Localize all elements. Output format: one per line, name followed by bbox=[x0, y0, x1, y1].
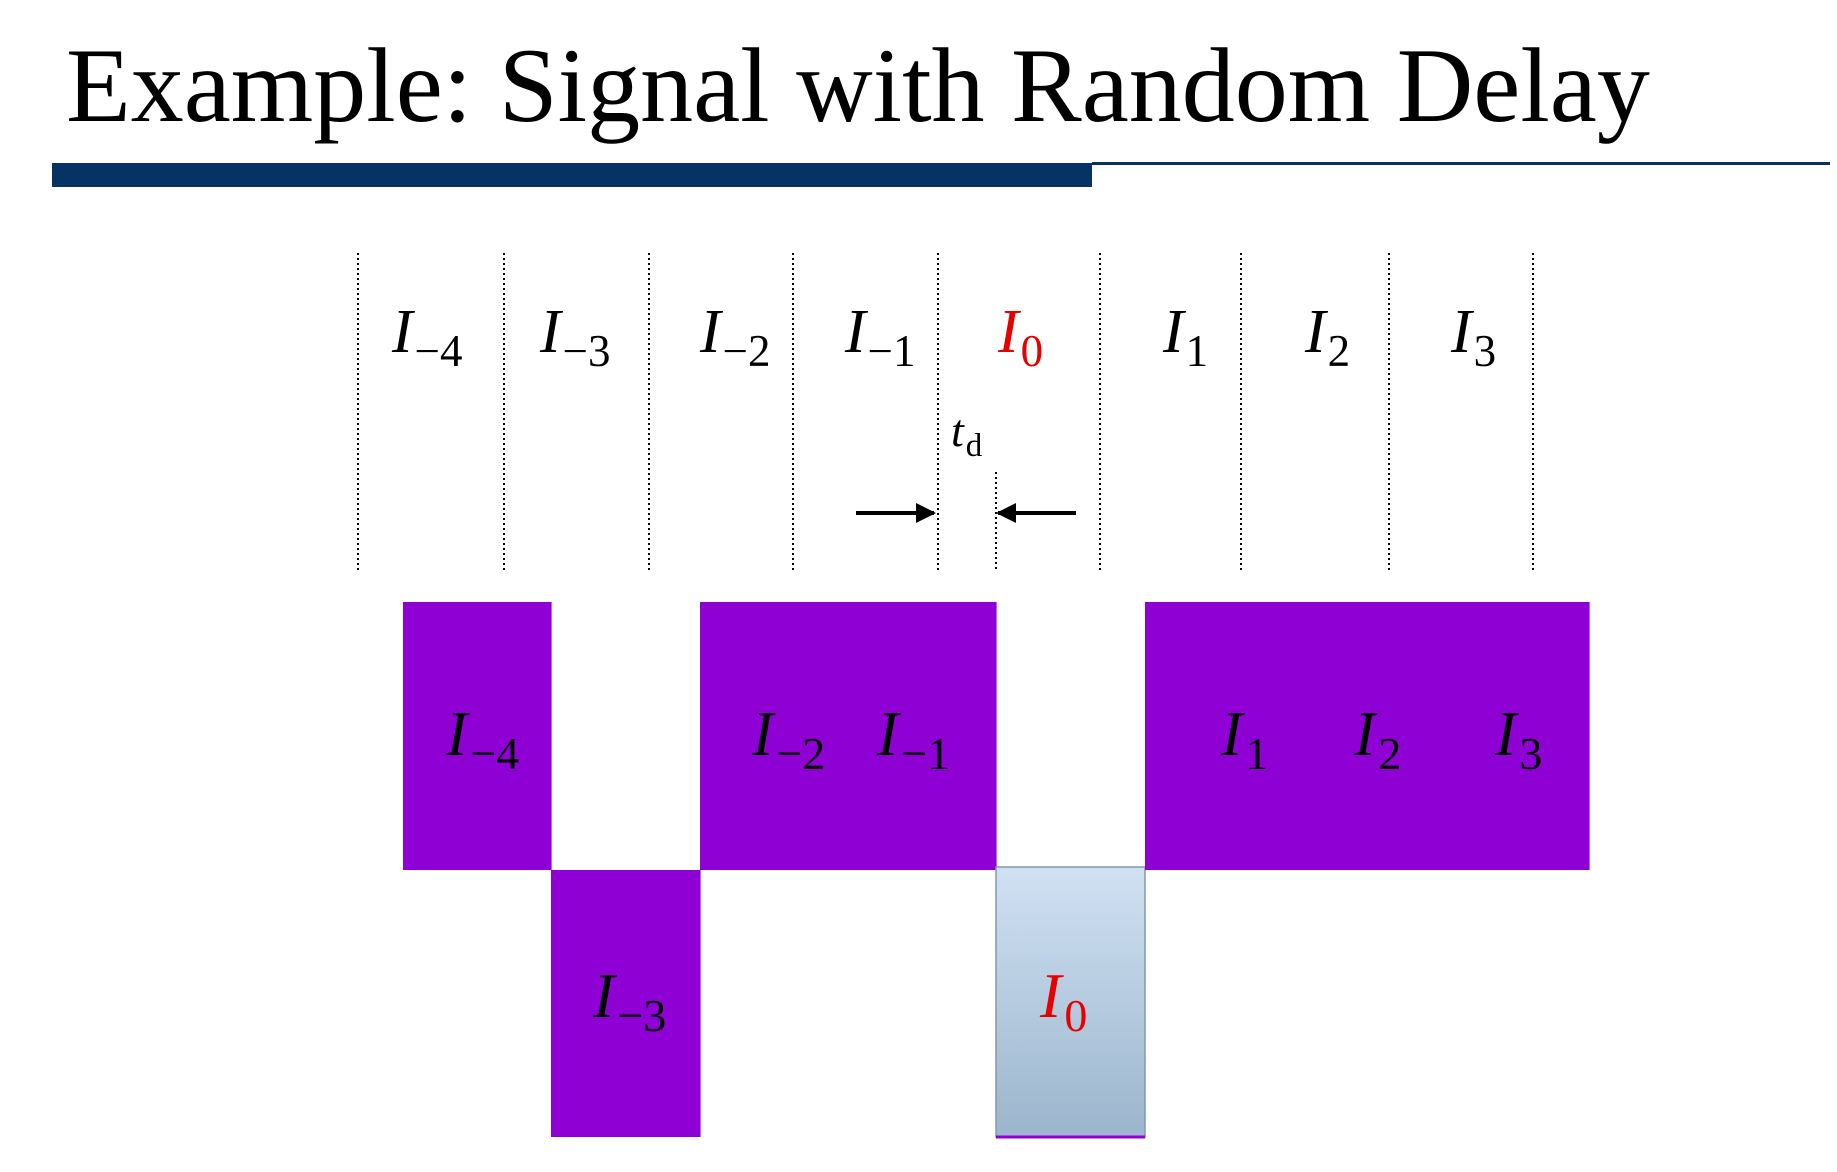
slot-label: I−4 bbox=[391, 298, 463, 376]
bit-label: I1 bbox=[1220, 698, 1268, 779]
slot-label: I0 bbox=[997, 298, 1043, 376]
bit-label: I2 bbox=[1353, 698, 1401, 779]
delay-label: td bbox=[951, 405, 983, 464]
bit-rect bbox=[403, 602, 552, 870]
bit-rectangles bbox=[403, 602, 1590, 1139]
delay-marker: td bbox=[856, 405, 1076, 572]
bit-labels: I−4 I−3 I−2 I−1 I0 I1 I2 I3 bbox=[445, 698, 1542, 1041]
bit-rect bbox=[848, 602, 997, 870]
bit-rect bbox=[700, 602, 849, 870]
slot-label: I3 bbox=[1450, 298, 1496, 376]
bit-label: I−3 bbox=[592, 960, 666, 1041]
bit-rect bbox=[1441, 602, 1590, 870]
bit-label: I3 bbox=[1494, 698, 1542, 779]
slot-dividers bbox=[357, 253, 1534, 572]
slot-label: I−2 bbox=[699, 298, 771, 376]
slot-label: I−3 bbox=[539, 298, 611, 376]
slot-label: I2 bbox=[1304, 298, 1350, 376]
bit-rect-current bbox=[995, 866, 1146, 1138]
slot-label: I1 bbox=[1162, 298, 1208, 376]
title-underline-thick bbox=[52, 163, 1092, 187]
bit-label: I−1 bbox=[876, 698, 950, 779]
bit-label: I0 bbox=[1039, 960, 1087, 1041]
title-underline-thin bbox=[1092, 162, 1830, 165]
bit-label: I−4 bbox=[445, 698, 519, 779]
slide-title: Example: Signal with Random Delay bbox=[66, 27, 1650, 144]
bit-rect bbox=[551, 870, 701, 1137]
bit-rect bbox=[1145, 602, 1294, 870]
bit-label: I−2 bbox=[751, 698, 825, 779]
slot-label: I−1 bbox=[844, 298, 916, 376]
bit-rect bbox=[1293, 602, 1442, 870]
slot-labels: I−4 I−3 I−2 I−1 I0 I1 I2 I3 bbox=[391, 298, 1496, 376]
